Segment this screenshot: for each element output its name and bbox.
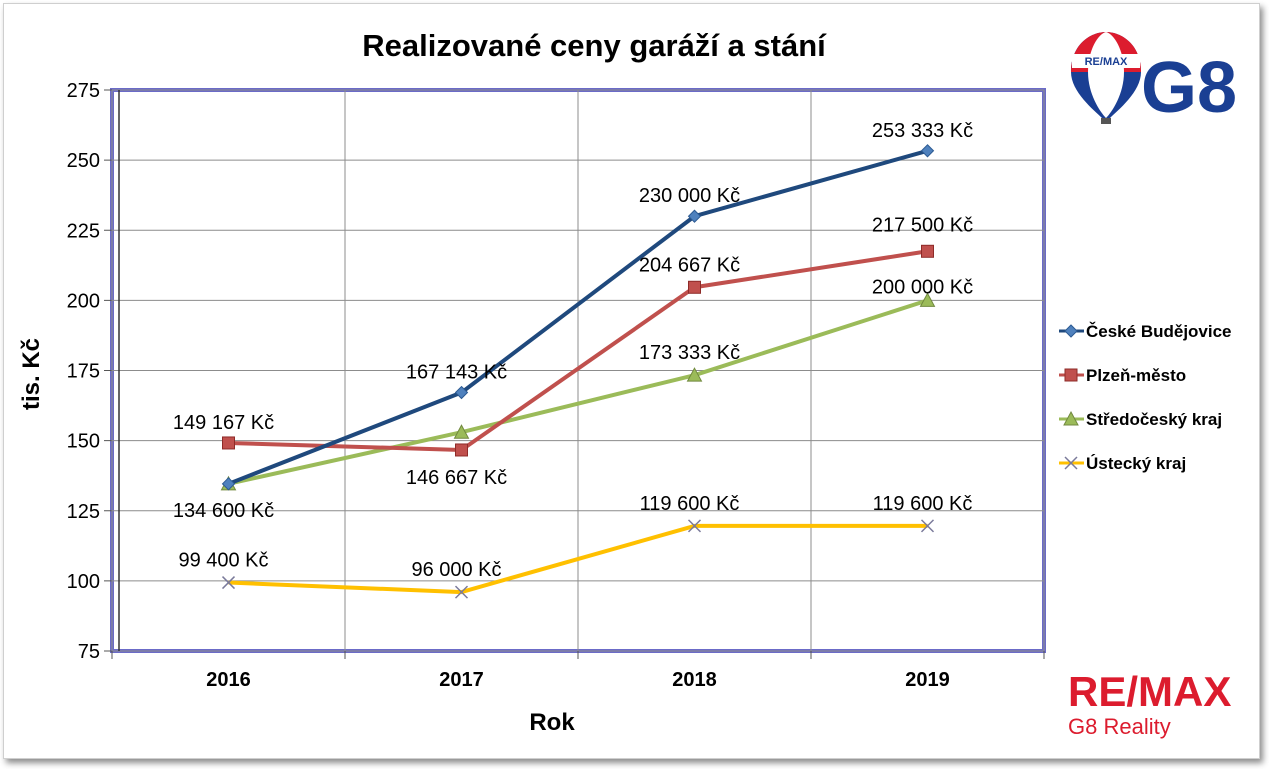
plot-area (104, 88, 1046, 659)
legend-label: Plzeň-město (1086, 366, 1186, 385)
data-label: 167 143 Kč (406, 362, 507, 384)
x-axis-label: Rok (529, 709, 575, 736)
x-tick-label: 2017 (439, 669, 484, 691)
series-line (228, 523, 928, 595)
data-label: 119 600 Kč (873, 493, 973, 515)
data-point (221, 576, 236, 590)
legend-label: Ústecký kraj (1086, 454, 1186, 473)
data-point (1064, 324, 1078, 338)
data-point (455, 443, 468, 457)
legend-entry: Středočeský kraj (1059, 410, 1222, 429)
data-label: 253 333 Kč (872, 120, 973, 142)
data-label: 173 333 Kč (639, 342, 740, 364)
y-tick-label: 125 (67, 501, 100, 523)
legend-entry: České Budějovice (1059, 322, 1232, 341)
data-label: 119 600 Kč (640, 493, 740, 515)
legend-label: České Budějovice (1086, 322, 1232, 341)
y-axis-ticks: 75 100 125 150 175 200 225 250 275 (67, 80, 100, 663)
data-point (1064, 456, 1078, 470)
data-label: 134 600 Kč (173, 500, 274, 522)
y-tick-label: 250 (67, 150, 100, 172)
data-point (686, 367, 703, 382)
legend-entry: Plzeň-město (1059, 366, 1186, 385)
data-label: 204 667 Kč (639, 254, 740, 276)
data-point (222, 436, 235, 450)
data-label: 217 500 Kč (872, 214, 973, 236)
data-point (1064, 368, 1078, 382)
y-tick-label: 75 (78, 641, 100, 663)
data-point (221, 477, 236, 491)
x-tick-label: 2018 (672, 669, 717, 691)
chart-title: Realizované ceny garáží a stání (362, 28, 827, 63)
y-axis-label: tis. Kč (18, 338, 45, 410)
y-tick-label: 150 (67, 431, 100, 453)
balloon-brand-text: RE/MAX (1085, 56, 1128, 68)
x-tick-label: 2016 (206, 669, 251, 691)
legend: České Budějovice Plzeň-město Středočeský k… (1059, 322, 1232, 473)
y-tick-label: 100 (67, 571, 100, 593)
data-point (1063, 410, 1079, 426)
y-tick-label: 225 (67, 220, 100, 242)
series-0 (221, 144, 935, 491)
series-1 (222, 244, 934, 457)
y-tick-label: 175 (67, 361, 100, 383)
data-point (687, 519, 702, 533)
data-point (453, 424, 470, 439)
data-point (454, 585, 469, 599)
line-chart: Realizované ceny garáží a stání 75 100 125… (18, 28, 1237, 739)
y-tick-label: 200 (67, 290, 100, 312)
series-line (227, 148, 929, 486)
remax-logo-subtitle: G8 Reality (1068, 714, 1171, 739)
chart-frame: Realizované ceny garáží a stání 75 100 125… (3, 3, 1260, 759)
data-label: 200 000 Kč (872, 276, 973, 298)
data-point (921, 244, 934, 258)
x-tick-label: 2019 (905, 669, 950, 691)
series-layer (220, 144, 936, 599)
data-label: 146 667 Kč (406, 467, 507, 489)
data-point (687, 209, 702, 223)
legend-entry: Ústecký kraj (1059, 454, 1186, 473)
remax-logo-text: RE/MAX (1068, 668, 1231, 715)
data-point (688, 280, 701, 294)
data-point (919, 292, 936, 307)
legend-label: Středočeský kraj (1086, 410, 1222, 429)
g8-logo-text: G8 (1141, 48, 1237, 128)
series-line (228, 249, 928, 452)
x-axis-ticks: 2016 2017 2018 2019 (206, 669, 950, 691)
data-label: 99 400 Kč (178, 550, 268, 572)
data-point (920, 144, 935, 158)
data-point (454, 385, 469, 400)
series-line (228, 298, 929, 486)
data-label: 96 000 Kč (411, 559, 501, 581)
data-label: 149 167 Kč (173, 412, 274, 434)
data-point (920, 519, 935, 533)
y-tick-label: 275 (67, 80, 100, 102)
data-label: 230 000 Kč (639, 185, 740, 207)
data-labels-layer: 134 600 Kč 167 143 Kč 230 000 Kč 253 333 Kč… (173, 120, 973, 581)
series-3 (221, 519, 935, 599)
remax-balloon-logo: RE/MAX (1071, 32, 1141, 124)
